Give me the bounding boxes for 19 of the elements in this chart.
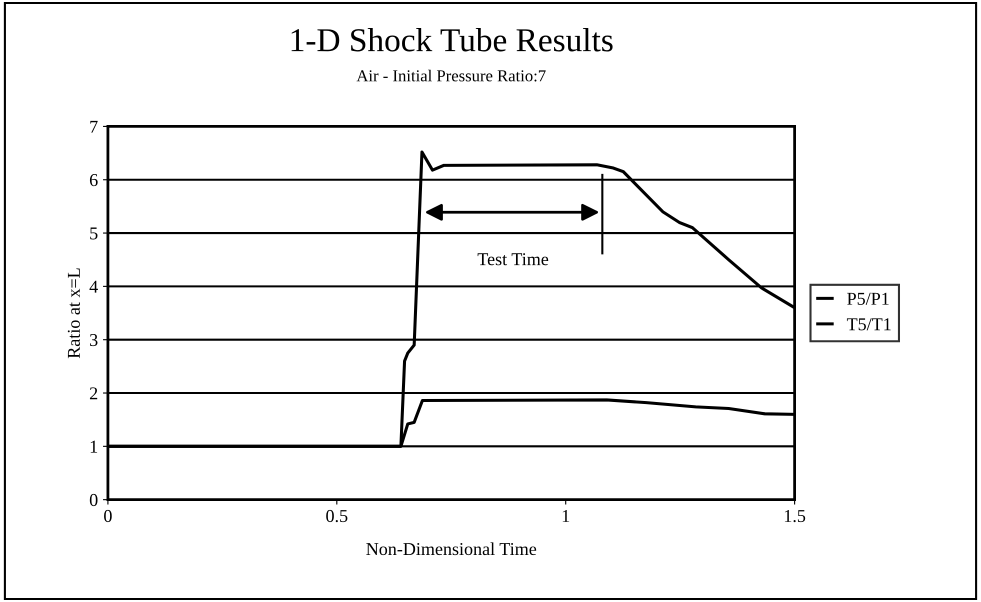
- x-tick-label: 0: [104, 510, 112, 522]
- y-tick-label: 3: [90, 334, 98, 346]
- y-tick-label: 6: [90, 174, 98, 186]
- legend-label: T5/T1: [846, 318, 891, 330]
- y-tick-label: 0: [90, 494, 98, 506]
- x-tick-label: 0.5: [326, 510, 348, 522]
- y-tick-label: 5: [90, 228, 98, 240]
- x-axis-title: Non-Dimensional Time: [366, 542, 536, 556]
- legend-label: P5/P1: [847, 292, 889, 305]
- chart-subtitle: Air - Initial Pressure Ratio:7: [356, 70, 546, 82]
- x-tick-label: 1: [562, 510, 570, 522]
- y-tick-label: 7: [90, 120, 98, 133]
- y-tick-label: 2: [90, 387, 98, 400]
- y-tick-label: 1: [90, 440, 98, 453]
- chart-title: 1-D Shock Tube Results: [292, 28, 613, 52]
- y-tick-label: 4: [90, 280, 98, 293]
- y-axis-title: Ratio at x=L: [68, 268, 80, 358]
- annotation: Test Time: [478, 253, 548, 266]
- x-tick-label: 1.5: [784, 510, 806, 522]
